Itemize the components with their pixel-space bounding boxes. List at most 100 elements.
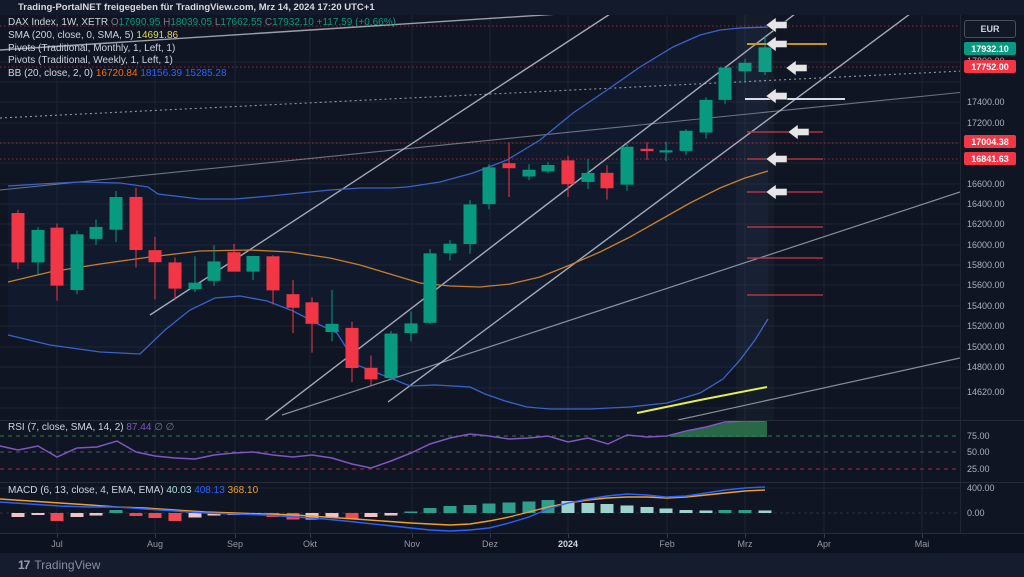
price-label: 16400.00 [967, 198, 1005, 209]
candle[interactable] [325, 290, 339, 342]
candle[interactable] [758, 36, 772, 75]
time-label: Okt [302, 539, 317, 549]
candle[interactable] [699, 97, 713, 139]
candle[interactable] [581, 159, 595, 189]
dotted-trendline[interactable] [0, 68, 1024, 119]
trendline[interactable] [149, 14, 611, 316]
currency-button[interactable]: EUR [964, 20, 1016, 38]
legend-row[interactable]: Pivots (Traditional, Monthly, 1, Left, 1… [8, 43, 396, 56]
candle[interactable] [738, 58, 752, 83]
time-tick [310, 534, 311, 538]
left-arrow-marker[interactable] [765, 88, 788, 104]
candle[interactable] [70, 230, 84, 295]
candle[interactable] [31, 226, 45, 275]
legend-row[interactable]: SMA (200, close, 0, SMA, 5) 14691.86 [8, 30, 396, 43]
macd-histogram-bar [659, 508, 673, 513]
macd-histogram-bar [522, 501, 536, 513]
legend-row[interactable]: BB (20, close, 2, 0) 16720.84 18156.39 1… [8, 68, 396, 81]
legend-segment: O [110, 17, 119, 28]
candle[interactable] [482, 164, 496, 210]
trendline[interactable] [387, 14, 911, 403]
macd-histogram-bar [404, 511, 418, 513]
candle[interactable] [109, 191, 123, 242]
macd-histogram-bar [699, 510, 713, 513]
main-legend[interactable]: DAX Index, 1W, XETR O17690.95 H18039.05 … [8, 17, 396, 81]
legend-segment: 408.13 [194, 485, 228, 496]
legend-segment: DAX Index, 1W, XETR [8, 17, 111, 28]
candle[interactable] [620, 142, 634, 191]
candle[interactable] [188, 256, 202, 293]
tradingview-brand: TradingView [34, 558, 101, 572]
left-arrow-marker[interactable] [765, 17, 788, 33]
time-label: Jul [51, 539, 63, 549]
tradingview-logo[interactable]: 17 TradingView [18, 558, 100, 572]
legend-row[interactable]: Pivots (Traditional, Weekly, 1, Left, 1) [8, 55, 396, 68]
rsi-legend[interactable]: RSI (7, close, SMA, 14, 2) 87.44 ∅ ∅ [8, 422, 174, 433]
candle[interactable] [50, 223, 64, 301]
time-label: Aug [146, 539, 163, 549]
legend-row[interactable]: RSI (7, close, SMA, 14, 2) 87.44 ∅ ∅ [8, 422, 174, 433]
candle[interactable] [522, 164, 536, 181]
candle[interactable] [89, 219, 103, 246]
legend-segment: 18156.39 [140, 68, 185, 80]
pane-divider-rsi[interactable] [0, 420, 1024, 421]
candle[interactable] [207, 245, 221, 286]
time-axis[interactable]: Jul Aug Sep Okt Nov Dez 2024 Feb Mrz Apr Mai [0, 533, 1024, 554]
legend-segment: 368.10 [227, 485, 259, 496]
candle[interactable] [364, 355, 378, 386]
trendline[interactable] [677, 357, 960, 420]
candle[interactable] [246, 255, 260, 280]
pane-divider-macd[interactable] [0, 482, 1024, 483]
price-badge-up: 17932.10 [964, 42, 1016, 55]
rsi-overbought-fill [670, 421, 767, 437]
candle[interactable] [600, 165, 614, 200]
candle[interactable] [148, 236, 162, 300]
candle[interactable] [640, 142, 654, 161]
candle[interactable] [404, 311, 418, 342]
candle[interactable] [305, 297, 319, 353]
candle[interactable] [561, 155, 575, 197]
candle[interactable] [718, 66, 732, 104]
candle[interactable] [129, 187, 143, 268]
macd-histogram-bar [738, 510, 752, 513]
candle[interactable] [384, 330, 398, 381]
candle[interactable] [679, 129, 693, 156]
candle[interactable] [168, 257, 182, 301]
macd-histogram-bar [148, 513, 162, 519]
candle[interactable] [286, 279, 300, 334]
time-label: Sep [226, 539, 243, 549]
candle[interactable] [227, 244, 241, 272]
candle[interactable] [463, 200, 477, 254]
candle[interactable] [345, 321, 359, 383]
price-axis[interactable]: 17932.1017800.0017752.0017400.0017200.00… [961, 14, 1024, 533]
bollinger-lower-line[interactable] [7, 295, 769, 410]
price-label: 17400.00 [967, 96, 1005, 107]
trendline[interactable] [0, 86, 1024, 191]
macd-signal-line[interactable] [0, 489, 766, 526]
candle[interactable] [423, 249, 437, 324]
candle[interactable] [443, 239, 457, 261]
legend-row[interactable]: DAX Index, 1W, XETR O17690.95 H18039.05 … [8, 17, 396, 30]
left-arrow-marker[interactable] [765, 36, 788, 52]
bollinger-upper-line[interactable] [7, 26, 769, 200]
left-arrow-marker[interactable] [765, 184, 788, 200]
left-arrow-marker[interactable] [765, 151, 788, 167]
candle[interactable] [266, 255, 280, 305]
candle[interactable] [659, 141, 673, 162]
sma200-line[interactable] [636, 386, 768, 414]
macd-histogram-bar [129, 513, 143, 516]
candle[interactable] [11, 209, 25, 269]
legend-row[interactable]: MACD (6, 13, close, 4, EMA, EMA) 40.03 4… [8, 485, 258, 496]
macd-legend[interactable]: MACD (6, 13, close, 4, EMA, EMA) 40.03 4… [8, 485, 258, 496]
legend-segment: 16720.84 [95, 68, 141, 80]
rsi-line[interactable] [0, 421, 765, 469]
candle[interactable] [502, 142, 516, 197]
left-arrow-marker[interactable] [785, 60, 808, 76]
price-label: 14620.00 [967, 386, 1005, 397]
candle[interactable] [541, 162, 555, 174]
left-arrow-marker[interactable] [787, 124, 810, 140]
macd-line[interactable] [0, 486, 766, 532]
trendline[interactable] [0, 2, 745, 51]
